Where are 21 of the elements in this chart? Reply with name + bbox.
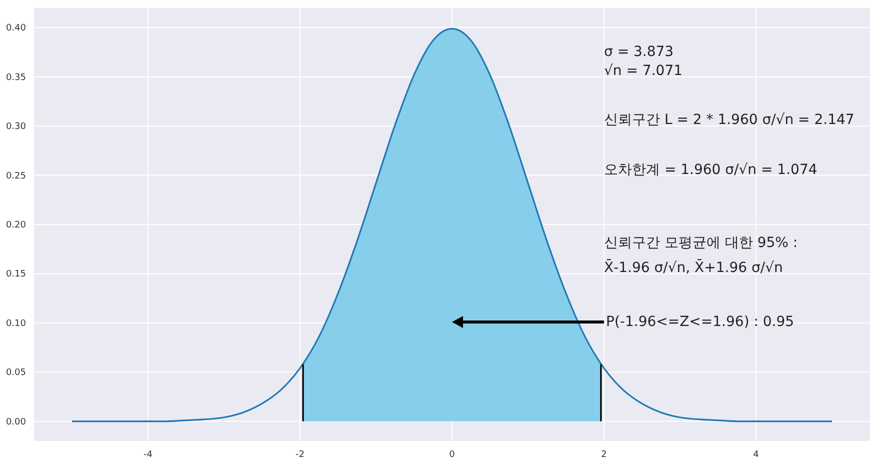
y-tick-label: 0.30	[6, 122, 26, 132]
x-tick-label: -2	[296, 450, 304, 460]
y-tick-label: 0.40	[6, 24, 26, 34]
x-tick-label: 4	[753, 450, 760, 460]
x-tick-label: 2	[601, 450, 607, 460]
y-tick-label: 0.00	[6, 417, 26, 428]
annotation: X̄-1.96 σ/√n, X̄+1.96 σ/√n	[604, 258, 783, 276]
y-tick-label: 0.25	[6, 171, 26, 182]
annotation: 신뢰구간 L = 2 * 1.960 σ/√n = 2.147	[604, 112, 854, 128]
annotation: √n = 7.071	[604, 63, 683, 79]
y-tick-label: 0.10	[6, 318, 26, 329]
annotation: σ = 3.873	[604, 44, 674, 60]
x-tick-label: -4	[144, 450, 153, 460]
annotation: P(-1.96<=Z<=1.96) : 0.95	[606, 314, 794, 330]
y-tick-label: 0.20	[6, 220, 26, 230]
annotation: 오차한계 = 1.960 σ/√n = 1.074	[604, 162, 818, 178]
annotation: 신뢰구간 모평균에 대한 95% :	[604, 235, 798, 251]
x-tick-label: 0	[449, 450, 456, 460]
y-tick-label: 0.35	[6, 72, 26, 83]
y-tick-label: 0.15	[6, 270, 26, 280]
y-tick-label: 0.05	[6, 368, 26, 378]
